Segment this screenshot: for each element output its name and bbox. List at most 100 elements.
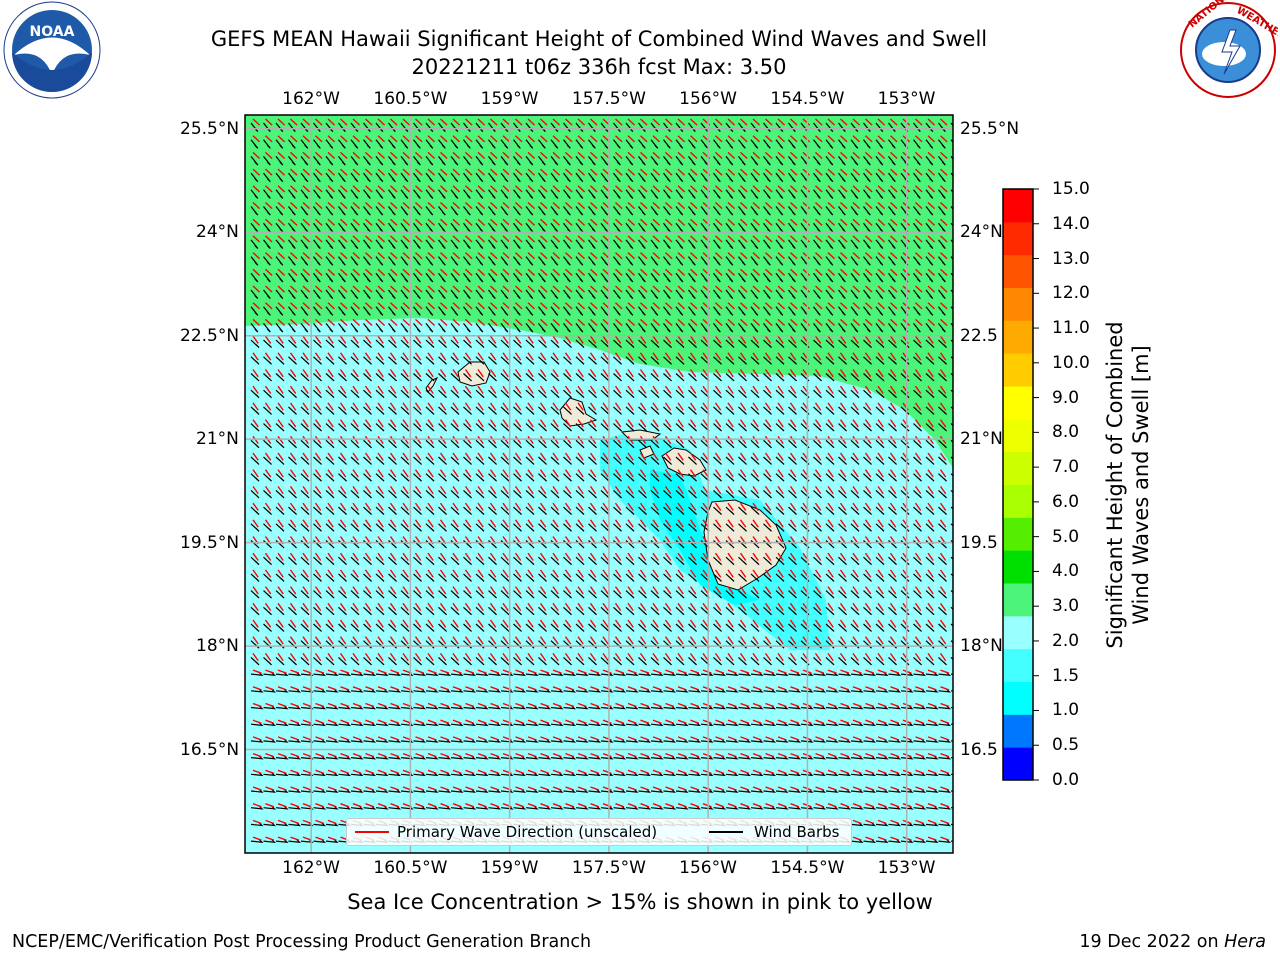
wind-barb [325,206,334,216]
wave-direction-arrow [640,151,648,160]
wind-barb [250,523,260,532]
wind-barb [488,239,496,249]
wind-barb [575,489,585,499]
wind-barb [550,439,560,449]
wave-direction-arrow [752,752,762,758]
wave-direction-arrow [427,602,434,612]
wind-barb [425,406,435,415]
wave-direction-arrow [590,201,598,210]
wave-direction-arrow [252,485,259,495]
wave-direction-arrow [752,268,761,276]
wind-barb [763,323,771,333]
wave-direction-arrow [727,569,734,578]
wave-direction-arrow [527,235,536,243]
wave-direction-arrow [602,552,609,561]
wind-barb [363,606,372,616]
wave-direction-arrow [715,302,723,310]
wind-barb [713,256,721,266]
wind-barb [925,389,935,399]
wind-barb [250,323,259,333]
wind-barb [288,339,297,349]
wave-direction-arrow [252,185,261,193]
wave-direction-arrow [915,268,923,276]
wind-barb [650,523,660,532]
wave-direction-arrow [890,268,898,276]
wind-barb [488,656,497,666]
wave-direction-arrow [652,201,661,210]
wind-barb [638,456,647,465]
wave-direction-arrow [690,218,698,226]
wave-direction-arrow [265,752,275,758]
wave-direction-arrow [277,719,287,724]
wind-barb [475,122,484,133]
wind-barb [275,122,284,133]
wind-barb [263,590,272,599]
wave-direction-arrow [864,335,872,344]
wave-direction-arrow [839,452,847,461]
wave-direction-arrow [639,469,647,478]
wind-barb [825,272,834,283]
wave-direction-arrow [615,686,625,691]
wave-direction-arrow [927,235,936,243]
wind-barb [675,323,684,333]
wave-direction-arrow [302,519,309,528]
wind-barb [413,189,421,199]
wave-direction-arrow [715,686,725,691]
wind-barb [663,406,672,415]
wave-direction-arrow [840,786,850,791]
wave-direction-arrow [477,786,487,791]
wind-barb [888,573,897,582]
wind-barb [563,373,572,382]
wind-barb [850,156,859,166]
wave-direction-arrow [727,752,737,758]
wave-direction-arrow [427,318,436,327]
wind-barb [450,189,459,199]
wave-direction-arrow [352,769,362,775]
wave-direction-arrow [915,769,925,775]
wind-barb [525,456,535,465]
wind-barb [700,489,710,499]
wave-direction-arrow [740,235,748,243]
wave-direction-arrow [465,118,473,126]
wave-direction-arrow [652,185,661,193]
wind-barb [475,423,485,432]
wind-barb [325,239,334,249]
wind-barb [638,590,647,599]
wind-barb [488,473,497,482]
wind-barb [375,473,385,482]
wind-barb [525,423,535,432]
wave-direction-arrow [615,268,623,276]
wind-barb [588,506,597,516]
wind-barb [363,590,372,599]
wind-barb [675,656,685,666]
wave-direction-arrow [915,819,925,825]
wind-barb [750,606,760,616]
wave-direction-arrow [627,786,637,791]
wind-barb [438,456,447,465]
wind-barb [650,156,659,166]
wave-direction-arrow [590,268,598,276]
wind-barb [388,239,396,249]
wave-direction-arrow [552,586,559,595]
wave-direction-arrow [277,636,284,645]
wind-barb [275,239,284,249]
wind-barb [725,339,735,349]
wave-direction-arrow [814,652,822,662]
wind-barb [425,272,434,283]
wave-direction-arrow [427,252,436,260]
wave-direction-arrow [840,752,850,758]
wave-direction-arrow [415,218,423,226]
wave-direction-arrow [877,702,887,708]
wave-direction-arrow [352,652,359,662]
wave-direction-arrow [914,519,922,528]
wave-direction-arrow [415,268,423,276]
wind-barb [813,239,821,249]
wave-direction-arrow [789,419,797,428]
wave-direction-arrow [727,285,736,293]
wave-direction-arrow [565,702,575,708]
wind-barb [550,289,559,300]
wind-barb [675,239,684,249]
wind-barb [825,473,835,482]
wave-direction-arrow [890,752,900,758]
wind-barb [400,306,409,316]
